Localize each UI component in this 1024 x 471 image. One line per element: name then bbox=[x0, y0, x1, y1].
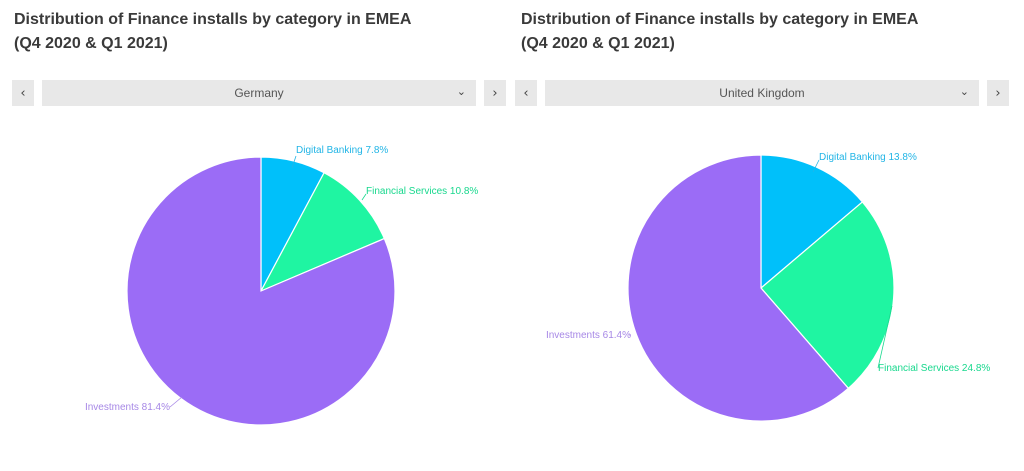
country-select[interactable]: Germany ⌄ bbox=[42, 80, 476, 106]
pie-chart-germany: Digital Banking 7.8% Financial Services 1… bbox=[85, 145, 478, 426]
chart-title-line1: Distribution of Finance installs by cate… bbox=[521, 11, 919, 28]
country-select-value: United Kingdom bbox=[719, 86, 805, 100]
slice-label-investments: Investments 61.4% bbox=[546, 330, 631, 341]
country-select-value: Germany bbox=[234, 86, 284, 100]
pie-chart-united-kingdom: Digital Banking 13.8% Financial Services … bbox=[546, 152, 990, 422]
previous-country-button[interactable]: ‹ bbox=[515, 80, 537, 106]
pie-slice-financial-services[interactable] bbox=[760, 201, 895, 390]
pie-slice-investments[interactable] bbox=[627, 154, 850, 422]
chart-title-line2: (Q4 2020 & Q1 2021) bbox=[521, 35, 675, 52]
country-selector-bar: ‹ United Kingdom ⌄ › bbox=[515, 80, 1009, 106]
leader-line-digital-banking bbox=[812, 159, 820, 173]
chart-title-line2: (Q4 2020 & Q1 2021) bbox=[14, 35, 168, 52]
country-selector-bar: ‹ Germany ⌄ › bbox=[12, 80, 506, 106]
pie-slice-investments[interactable] bbox=[126, 156, 396, 426]
leader-line-financial-services bbox=[361, 193, 367, 201]
country-select[interactable]: United Kingdom ⌄ bbox=[545, 80, 979, 106]
chart-title: Distribution of Finance installs by cate… bbox=[14, 8, 411, 56]
previous-country-button[interactable]: ‹ bbox=[12, 80, 34, 106]
pie-slice-digital-banking[interactable] bbox=[760, 154, 864, 290]
slice-label-digital-banking: Digital Banking 7.8% bbox=[296, 145, 388, 156]
chart-panel-germany: Distribution of Finance installs by cate… bbox=[0, 0, 506, 471]
slice-label-digital-banking: Digital Banking 13.8% bbox=[819, 152, 917, 163]
chevron-down-icon: ⌄ bbox=[959, 85, 969, 98]
slice-label-investments: Investments 81.4% bbox=[85, 402, 170, 413]
pie-slice-financial-services[interactable] bbox=[259, 171, 386, 293]
chart-panel-united-kingdom: Distribution of Finance installs by cate… bbox=[507, 0, 1009, 471]
leader-line-financial-services bbox=[877, 305, 893, 369]
chart-title: Distribution of Finance installs by cate… bbox=[521, 8, 918, 56]
slice-label-financial-services: Financial Services 24.8% bbox=[878, 363, 990, 374]
next-country-button[interactable]: › bbox=[987, 80, 1009, 106]
slice-label-financial-services: Financial Services 10.8% bbox=[366, 186, 478, 197]
next-country-button[interactable]: › bbox=[484, 80, 506, 106]
leader-line-investments bbox=[169, 396, 183, 408]
chevron-down-icon: ⌄ bbox=[456, 85, 466, 98]
leader-line-digital-banking bbox=[291, 155, 297, 169]
chart-title-line1: Distribution of Finance installs by cate… bbox=[14, 11, 412, 28]
